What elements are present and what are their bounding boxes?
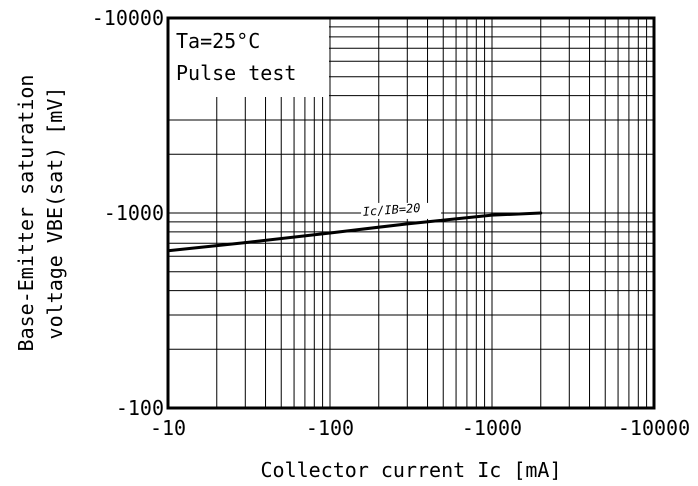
legend-line-pulse: Pulse test (176, 61, 296, 85)
legend-line-ta: Ta=25°C (176, 29, 260, 53)
x-tick-label: -100 (306, 416, 354, 440)
legend: Ta=25°C Pulse test (176, 29, 296, 85)
x-tick-label: -10 (150, 416, 186, 440)
x-tick-label: -10000 (618, 416, 690, 440)
series-label-background (361, 202, 442, 219)
x-tick-label: -1000 (462, 416, 522, 440)
series-point (405, 222, 409, 226)
series-label: Ic/IB=20 (362, 201, 421, 219)
x-axis-label: Collector current Ic [mA] (260, 458, 561, 482)
series-point (328, 231, 332, 235)
plot-frame (166, 16, 656, 410)
series-point (490, 213, 494, 217)
x-tick-labels: -10 -100 -1000 -10000 (150, 416, 690, 440)
y-tick-label: -10000 (92, 6, 164, 30)
series-group: Ic/IB=20 (166, 201, 543, 253)
y-tick-label: -1000 (104, 201, 164, 225)
legend-box (169, 19, 329, 97)
y-tick-labels: -10000 -1000 -100 (92, 6, 164, 420)
y-tick-label: -100 (116, 396, 164, 420)
series-point (243, 241, 247, 245)
series-point (539, 211, 543, 215)
y-axis-label-line2: voltage VBE(sat) [mV] (43, 87, 67, 340)
series-line-0 (167, 211, 541, 253)
y-axis-label-line1: Base-Emitter saturation (14, 75, 38, 352)
